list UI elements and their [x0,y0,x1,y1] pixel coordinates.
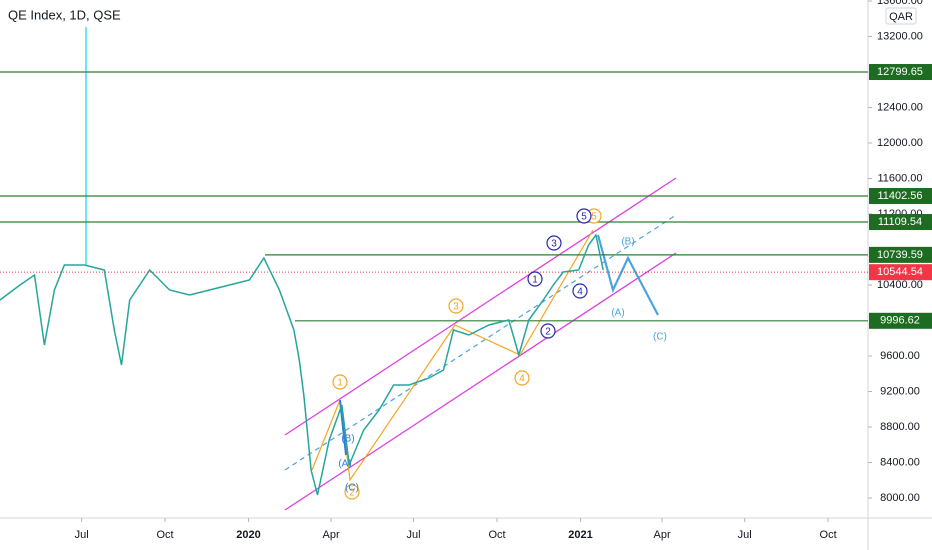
x-tick-label: 2021 [568,529,592,541]
y-tick-label: 12000.00 [877,137,923,149]
y-tick-label: 8800.00 [880,421,920,433]
wave-label: 5 [581,212,587,223]
level-box [869,246,932,263]
x-tick-label: Jul [75,529,89,541]
x-tick-label: Apr [654,529,671,541]
level-box [869,214,932,231]
y-tick-label: 13600.00 [877,0,923,7]
x-tick-label: Oct [157,529,174,541]
last-price-box [869,264,932,281]
wave-label: (B) [341,434,354,445]
wave-label: (B) [621,237,634,248]
y-tick-label: 8400.00 [880,456,920,468]
wave-label: 4 [577,287,583,298]
wave-label: 1 [532,275,538,286]
level-label: 12799.65 [877,66,923,78]
y-tick-label: 8000.00 [880,492,920,504]
wave-circle [332,374,348,390]
x-tick-label: Apr [322,529,339,541]
y-tick-label: 9200.00 [880,385,920,397]
level-box [869,188,932,205]
wave-circle [527,271,543,287]
currency: QAR [889,11,913,23]
wave-circle [344,484,360,500]
x-tick-label: Oct [820,529,837,541]
wave-label: (C) [653,332,667,343]
channel-lower [284,252,677,511]
y-tick-label: 12400.00 [877,101,923,113]
wave-label: 3 [551,239,557,250]
wave-circle [540,323,556,339]
wave-label: 1 [337,378,343,389]
level-label: 11402.56 [877,190,922,202]
wave-circle [514,370,530,386]
wave-circle [546,235,562,251]
channel-mid [284,214,677,471]
y-tick-label: 9600.00 [880,350,920,362]
wave-circle [576,208,592,224]
wave-label: 5 [591,212,597,223]
level-box [869,64,932,81]
y-tick-label: 10400.00 [877,279,923,291]
wave-label: (A) [338,459,351,470]
level-label: 11109.54 [878,216,922,228]
y-tick-label: 13200.00 [877,30,923,42]
level-box [869,312,932,329]
level-label: 9996.62 [880,315,920,327]
wave-circle [572,283,588,299]
chart-title: QE Index, 1D, QSE [8,7,121,22]
y-tick-label: 11600.00 [877,172,922,184]
wave-label: 2 [545,327,551,338]
wave-circle [448,298,464,314]
wave-label: (C) [345,483,359,494]
x-tick-label: Jul [738,529,752,541]
x-tick-label: Jul [407,529,421,541]
wave-label: 4 [519,374,525,385]
level-label: 10739.59 [877,249,923,261]
last-price-label: 10544.54 [877,266,923,278]
price-line [0,233,604,496]
x-tick-label: Oct [488,529,505,541]
wave-path [311,229,594,482]
channel-upper [284,177,677,436]
currency-box [885,7,917,25]
wave-label: (A) [611,308,624,319]
x-tick-label: 2020 [236,529,260,541]
projection-path [596,234,659,316]
wave-label: 3 [453,302,459,313]
wave-label: 2 [349,488,355,499]
